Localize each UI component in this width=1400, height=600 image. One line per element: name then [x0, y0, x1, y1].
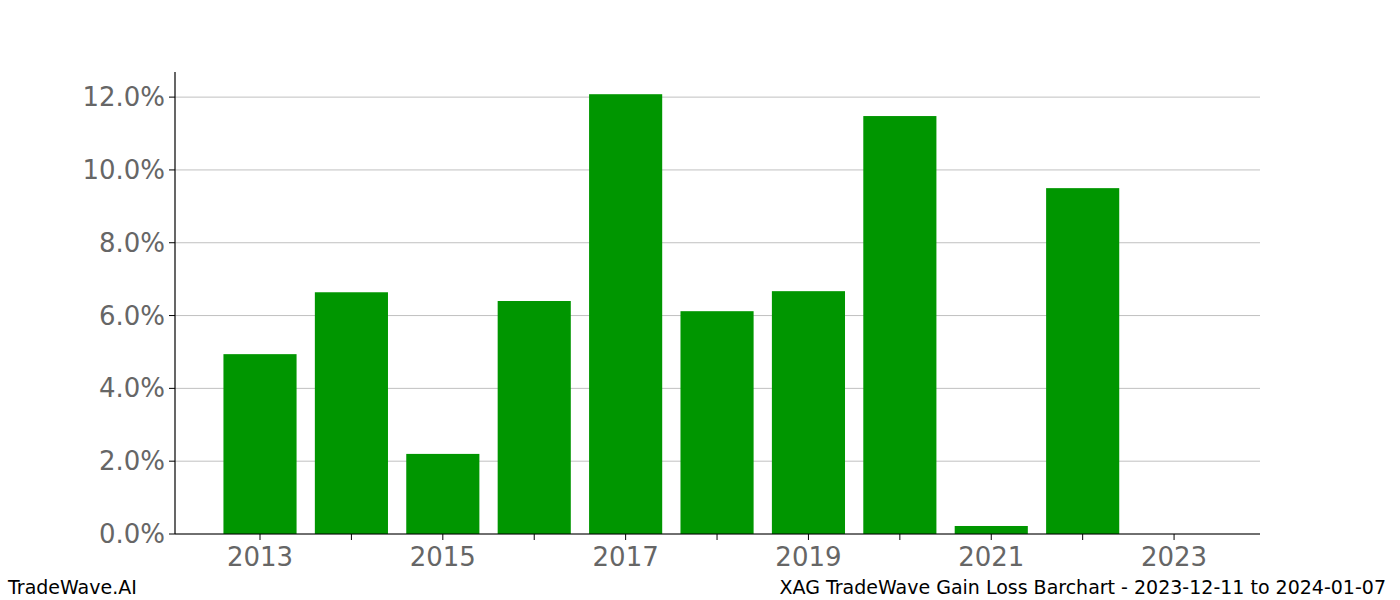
x-tick [534, 534, 535, 540]
x-tick [260, 534, 261, 540]
y-tick-label: 10.0% [82, 155, 165, 185]
title: XAG TradeWave Gain Loss Barchart - 2023-… [780, 576, 1386, 598]
x-tick [991, 534, 992, 540]
y-tick-label: 8.0% [99, 228, 165, 258]
bar [315, 292, 388, 534]
x-tick-label: 2021 [958, 542, 1024, 572]
x-tick-label: 2017 [593, 542, 659, 572]
x-tick [1082, 534, 1083, 540]
y-tick-label: 4.0% [99, 373, 165, 403]
grid-line [175, 97, 1260, 98]
x-tick [1174, 534, 1175, 540]
bar [772, 291, 845, 534]
bar [680, 311, 753, 534]
bar [1046, 188, 1119, 534]
y-tick [169, 534, 175, 535]
bars [223, 94, 1119, 534]
annotation: TradeWave.AI [7, 576, 137, 598]
bar [498, 301, 571, 534]
grid-line [175, 534, 1260, 535]
y-tick [169, 242, 175, 243]
grid-line [175, 169, 1260, 170]
x-tick [625, 534, 626, 540]
y-axis [174, 72, 175, 534]
bar [406, 454, 479, 534]
y-tick-label: 2.0% [99, 446, 165, 476]
y-tick [169, 461, 175, 462]
x-tick [808, 534, 809, 540]
x-axis [175, 533, 1260, 534]
bar [589, 94, 662, 534]
x-tick [899, 534, 900, 540]
y-tick [169, 97, 175, 98]
y-tick-label: 12.0% [82, 82, 165, 112]
x-tick-label: 2013 [227, 542, 293, 572]
y-tick-label: 0.0% [99, 519, 165, 549]
y-tick-label: 6.0% [99, 301, 165, 331]
x-tick-label: 2015 [410, 542, 476, 572]
x-tick-label: 2019 [775, 542, 841, 572]
y-tick [169, 315, 175, 316]
x-tick [351, 534, 352, 540]
bar [955, 526, 1028, 534]
y-tick [169, 169, 175, 170]
chart: 0.0% 2.0% 4.0% 6.0% 8.0% 10.0% 12.0% 2013 2015 20… [0, 0, 1400, 600]
x-tick-label: 2023 [1141, 542, 1207, 572]
x-tick [442, 534, 443, 540]
bar [223, 354, 296, 534]
y-tick [169, 388, 175, 389]
x-tick [717, 534, 718, 540]
bar [863, 116, 936, 534]
